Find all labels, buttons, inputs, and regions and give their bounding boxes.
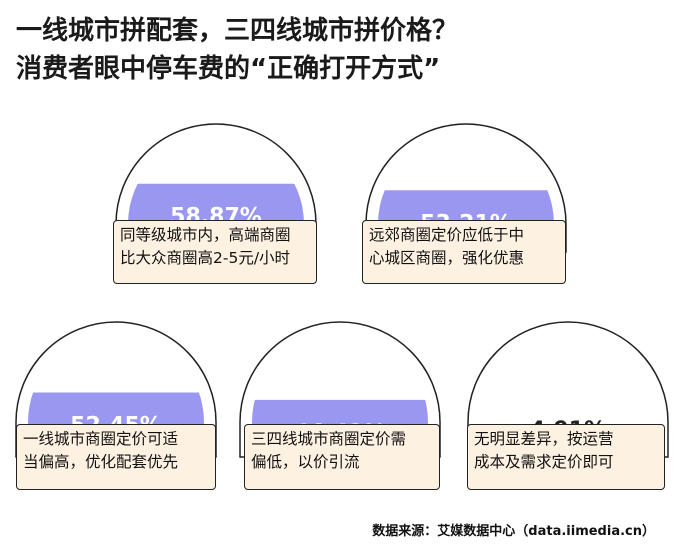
gauge-label-line: 成本及需求定价即可 — [474, 453, 614, 471]
gauge-label-box: 三四线城市商圈定价需 偏低，以价引流 — [244, 424, 440, 490]
gauge-label-line: 比大众商圈高2-5元/小时 — [120, 249, 291, 267]
title-line-2: 消费者眼中停车费的“正确打开方式” — [16, 54, 441, 84]
source-note: 数据来源：艾媒数据中心（data.iimedia.cn） — [372, 524, 655, 539]
gauge-label-box: 无明显差异，按运营 成本及需求定价即可 — [467, 424, 665, 490]
gauge-label-line: 一线城市商圈定价可适 — [23, 430, 179, 448]
chart-title: 一线城市拼配套，三四线城市拼价格？ 消费者眼中停车费的“正确打开方式” — [16, 12, 458, 88]
gauge-label-line: 远郊商圈定价应低于中 — [369, 226, 525, 244]
gauge-label-line: 同等级城市内，高端商圈 — [120, 226, 291, 244]
gauge-label-line: 当偏高，优化配套优先 — [23, 453, 179, 471]
gauge-label-line: 无明显差异，按运营 — [474, 430, 614, 448]
gauge-label-box: 同等级城市内，高端商圈 比大众商圈高2-5元/小时 — [113, 220, 317, 284]
title-line-1: 一线城市拼配套，三四线城市拼价格？ — [16, 16, 459, 46]
gauge-label-line: 偏低，以价引流 — [251, 453, 360, 471]
gauge-label-line: 三四线城市商圈定价需 — [251, 430, 407, 448]
gauge-label-box: 一线城市商圈定价可适 当偏高，优化配套优先 — [16, 424, 216, 490]
gauge-frame — [467, 321, 669, 458]
gauge-label-line: 心城区商圈，强化优惠 — [369, 249, 525, 267]
gauge-label-box: 远郊商圈定价应低于中 心城区商圈，强化优惠 — [362, 220, 566, 284]
